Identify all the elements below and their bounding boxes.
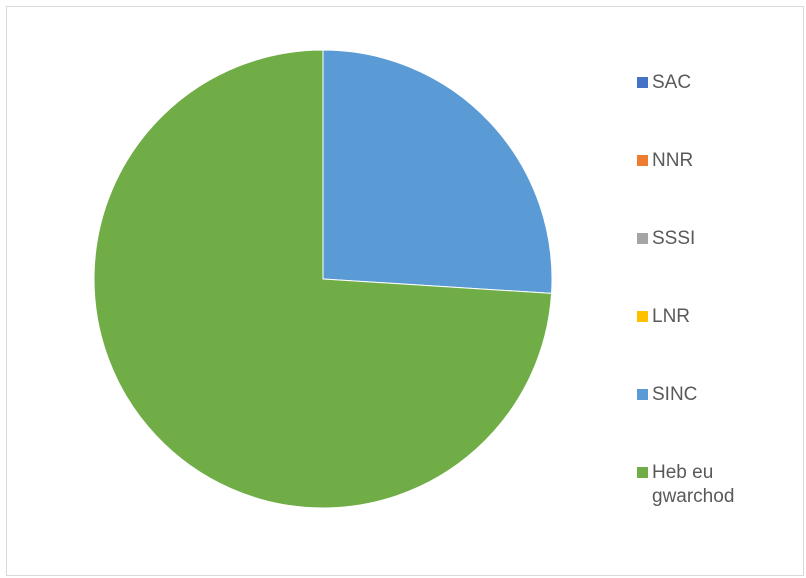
legend-label: SAC xyxy=(652,72,692,93)
legend-swatch xyxy=(637,77,648,88)
legend-item-heb-eu-gwarchod: Heb eu gwarchod xyxy=(637,461,782,509)
legend-swatch xyxy=(637,155,648,166)
legend-swatch xyxy=(637,233,648,244)
legend-swatch xyxy=(637,467,648,478)
pie-slice-sinc xyxy=(322,49,553,294)
legend-label: NNR xyxy=(652,150,694,171)
legend-item-nnr: NNR xyxy=(637,149,782,173)
legend-label: LNR xyxy=(652,306,691,327)
legend-item-sac: SAC xyxy=(637,71,782,95)
chart-area: SAC NNR SSSI LNR SINC Heb eu gwarchod xyxy=(6,6,804,576)
pie-slice-heb-eu-gwarchod xyxy=(93,49,553,509)
legend-swatch xyxy=(637,311,648,322)
legend-item-sssi: SSSI xyxy=(637,227,782,251)
legend-item-lnr: LNR xyxy=(637,305,782,329)
legend-swatch xyxy=(637,389,648,400)
legend-label: SINC xyxy=(652,384,698,405)
legend-item-sinc: SINC xyxy=(637,383,782,407)
legend-label: Heb eu gwarchod xyxy=(652,462,735,507)
legend-label: SSSI xyxy=(652,228,696,249)
pie-chart xyxy=(93,49,553,509)
